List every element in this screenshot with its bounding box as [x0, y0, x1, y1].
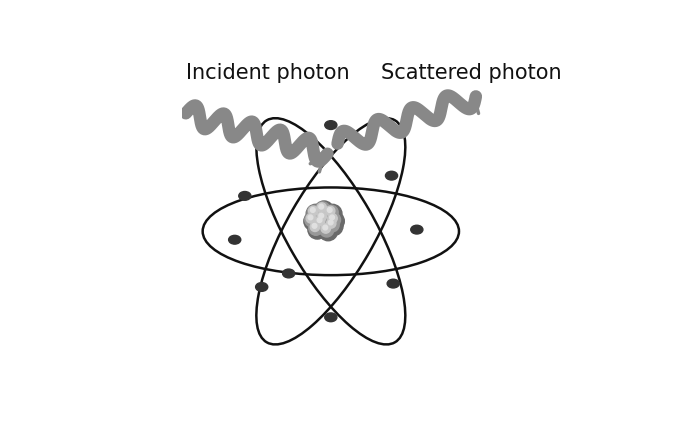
Circle shape	[328, 220, 333, 225]
Text: Scattered photon: Scattered photon	[382, 63, 562, 83]
Circle shape	[308, 220, 327, 239]
Ellipse shape	[325, 313, 337, 321]
Circle shape	[314, 210, 334, 229]
Ellipse shape	[411, 225, 423, 234]
Circle shape	[317, 218, 322, 223]
Circle shape	[324, 217, 343, 236]
Circle shape	[317, 203, 327, 212]
Circle shape	[329, 215, 334, 220]
Ellipse shape	[256, 283, 268, 291]
Circle shape	[321, 224, 330, 233]
Circle shape	[326, 213, 340, 227]
Circle shape	[308, 215, 313, 220]
Circle shape	[319, 222, 338, 241]
Circle shape	[314, 215, 328, 230]
Circle shape	[324, 205, 338, 219]
Ellipse shape	[387, 279, 399, 288]
Circle shape	[315, 216, 325, 226]
Circle shape	[325, 212, 345, 231]
Circle shape	[307, 205, 321, 219]
Circle shape	[325, 218, 339, 232]
Circle shape	[323, 205, 342, 223]
Ellipse shape	[229, 235, 241, 244]
Circle shape	[316, 202, 329, 216]
Circle shape	[310, 208, 315, 212]
Circle shape	[306, 214, 316, 223]
Circle shape	[305, 213, 319, 227]
Ellipse shape	[325, 121, 337, 130]
Circle shape	[327, 208, 332, 212]
Circle shape	[308, 206, 318, 215]
Circle shape	[310, 222, 320, 232]
Circle shape	[316, 211, 329, 225]
Circle shape	[327, 219, 336, 228]
Ellipse shape	[239, 191, 251, 200]
Circle shape	[325, 206, 335, 215]
Circle shape	[309, 221, 323, 235]
Circle shape	[320, 223, 334, 237]
Circle shape	[328, 214, 337, 223]
Text: Incident photon: Incident photon	[186, 63, 349, 83]
Circle shape	[314, 201, 334, 220]
Circle shape	[306, 205, 325, 223]
Ellipse shape	[386, 171, 397, 180]
Circle shape	[304, 212, 323, 231]
Circle shape	[323, 225, 327, 230]
Circle shape	[317, 212, 327, 221]
Circle shape	[319, 213, 323, 218]
Circle shape	[319, 204, 323, 209]
Circle shape	[312, 223, 317, 228]
Ellipse shape	[283, 269, 295, 278]
Circle shape	[313, 215, 332, 233]
